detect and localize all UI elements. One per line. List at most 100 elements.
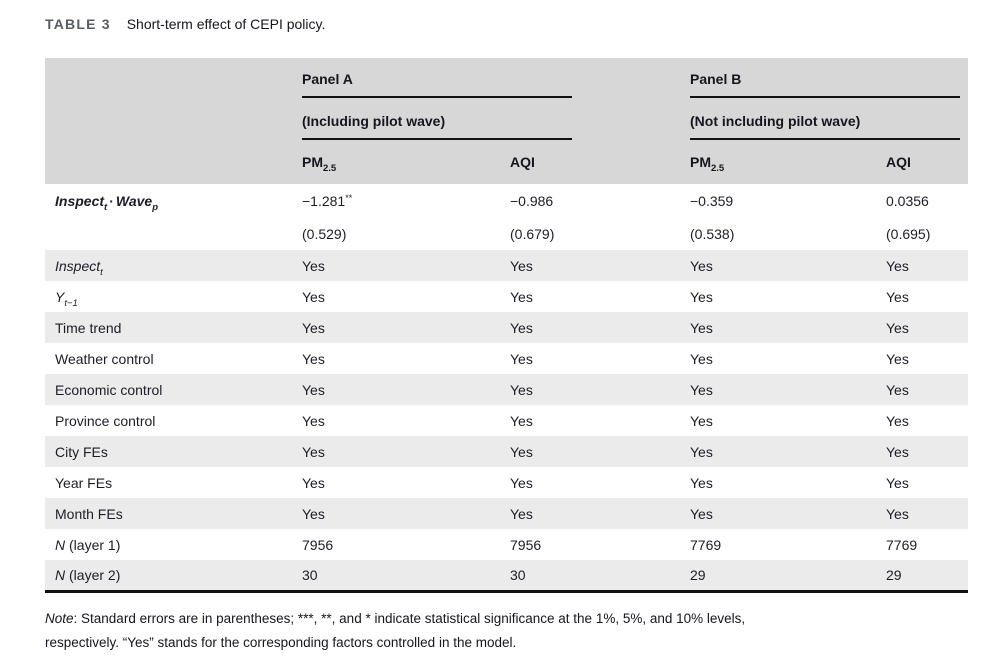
row-label: Inspectt [45,250,300,281]
cell: Yes [510,288,533,305]
row-label [45,217,300,250]
row-label: Province control [55,412,156,429]
table-number: TABLE 3 [45,16,111,32]
cell: Yes [690,412,713,429]
cell: Yes [510,412,533,429]
variable-name: Y [55,288,65,305]
significance-stars: ** [345,192,353,203]
panel-subtitle-row: (Including pilot wave) (Not including pi… [45,98,968,140]
cell: Yes [510,505,533,522]
cell: Yes [302,257,325,274]
cell-se-aqi-b: (0.695) [886,225,931,242]
row-label: Time trend [55,319,122,336]
variable-subscript: t [104,201,108,213]
row-label: Economic control [55,381,163,398]
table-row-n-layer-1: N (layer 1) 7956 7956 7769 7769 [45,529,968,560]
cell: Yes [510,381,533,398]
cell: Yes [690,319,713,336]
variable-name: Wave [115,192,153,209]
cell: Yes [690,288,713,305]
cell: Yes [510,350,533,367]
cell: Yes [302,474,325,491]
col-header-pm25-panel-b: PM2.5 [688,140,884,184]
note-prefix: Note [45,611,74,626]
cell-coef-aqi-a: −0.986 [510,192,554,209]
table-caption: TABLE 3 Short-term effect of CEPI policy. [45,16,325,32]
label-suffix: (layer 2) [65,566,121,583]
panel-b-header-cell: Panel B [688,58,968,98]
panel-a-header-cell: Panel A [300,58,688,98]
table-row-month-fes: Month FEs Yes Yes Yes Yes [45,498,968,529]
col-header-aqi-panel-b: AQI [886,154,911,170]
variable-name: Inspect [55,192,105,209]
cell: Yes [886,350,909,367]
results-table: Panel A Panel B (Including pilot wave) (… [45,58,968,593]
row-label: Month FEs [55,505,123,522]
cell: Yes [510,474,533,491]
cell: Yes [690,505,713,522]
cell-coef-aqi-b: 0.0356 [886,192,929,209]
table-row-city-fes: City FEs Yes Yes Yes Yes [45,436,968,467]
panel-a-subtitle: (Including pilot wave) [302,113,572,140]
table-row-std-errors: (0.529) (0.679) (0.538) (0.695) [45,217,968,250]
variable-name: N [55,536,66,553]
cell: Yes [886,257,909,274]
variable-subscript: t [100,266,103,278]
cell: Yes [302,319,325,336]
cell: Yes [302,350,325,367]
cell-n1-pm25-b: 7769 [690,536,722,553]
label-suffix: (layer 1) [65,536,121,553]
cell: Yes [302,381,325,398]
cell-se-aqi-a: (0.679) [510,225,555,242]
row-label: N (layer 2) [45,560,300,591]
cell: Yes [690,350,713,367]
cell: Yes [690,443,713,460]
row-label: City FEs [55,443,108,460]
variable-name: N [55,566,66,583]
pm-subscript: 2.5 [323,163,337,174]
variable-name: Inspect [55,257,101,274]
variable-subscript: p [152,201,158,213]
cell: Yes [690,257,713,274]
pm-label: PM [690,154,711,170]
note-line-2: respectively. “Yes” stands for the corre… [45,635,517,650]
cell-n1-aqi-b: 7769 [886,536,918,553]
cell: Yes [302,443,325,460]
cell-coef-pm25-b: −0.359 [690,192,734,209]
cell-n2-aqi-b: 29 [886,566,902,583]
variable-subscript: t−1 [64,297,78,309]
table-row-coefficient: Inspectt · Wavep −1.281** −0.986 −0.359 0.… [45,184,968,217]
cell-n1-aqi-a: 7956 [510,536,542,553]
table-row-year-fes: Year FEs Yes Yes Yes Yes [45,467,968,498]
cell: Yes [690,381,713,398]
table-note: Note: Standard errors are in parentheses… [45,607,970,655]
row-label: N (layer 1) [45,529,300,560]
table-row-economic-control: Economic control Yes Yes Yes Yes [45,374,968,405]
pm-subscript: 2.5 [711,163,725,174]
panel-b-name: Panel B [690,71,960,98]
table-row-inspect: Inspectt Yes Yes Yes Yes [45,250,968,281]
cell: Yes [886,443,909,460]
panel-b-subtitle: (Not including pilot wave) [690,113,960,140]
cell: Yes [886,288,909,305]
cell-n2-pm25-b: 29 [690,566,706,583]
table-row-n-layer-2: N (layer 2) 30 30 29 29 [45,560,968,591]
cell: Yes [886,412,909,429]
row-label: Inspectt · Wavep [45,184,300,217]
header-spacer [45,58,300,98]
cell: Yes [886,381,909,398]
col-header-pm25-panel-a: PM2.5 [300,140,508,184]
cell: Yes [886,474,909,491]
note-line-1: Note: Standard errors are in parentheses… [45,607,970,631]
cell-se-pm25-b: (0.538) [690,225,735,242]
panel-a-subtitle-cell: (Including pilot wave) [300,98,688,140]
cell: Yes [510,319,533,336]
col-header-aqi-panel-a: AQI [510,154,535,170]
cell-coef-pm25-a: −1.281** [300,184,508,217]
pm-label: PM [302,154,323,170]
table-row-lagged-y: Yt−1 Yes Yes Yes Yes [45,281,968,312]
cell-n1-pm25-a: 7956 [302,536,334,553]
panel-name-row: Panel A Panel B [45,58,968,98]
header-spacer [45,98,300,140]
